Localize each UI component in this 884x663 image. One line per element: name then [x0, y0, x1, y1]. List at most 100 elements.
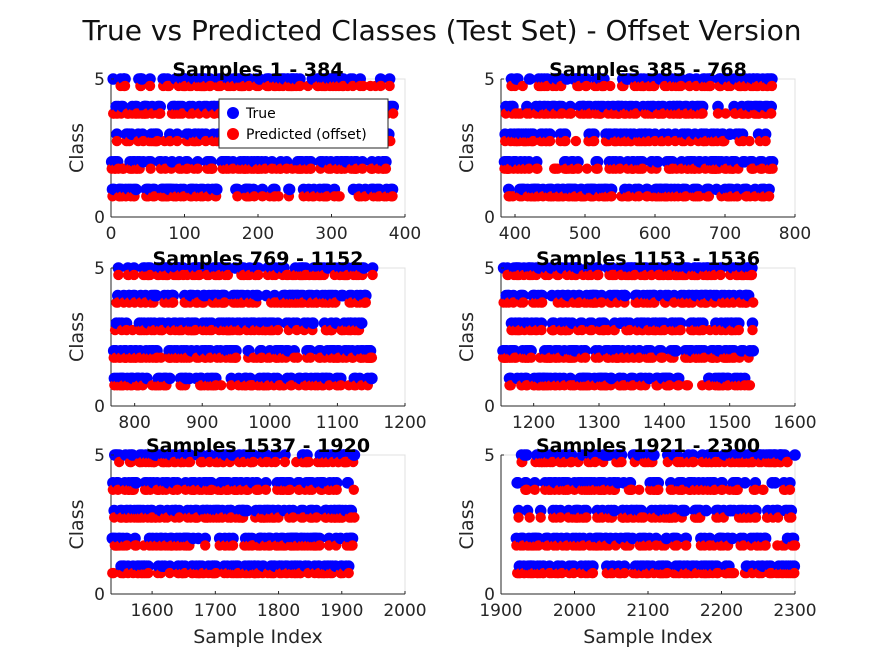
- panel-title: Samples 1 - 384: [172, 59, 343, 81]
- x-tick-label: 1600: [130, 601, 173, 621]
- true-point: [130, 477, 143, 489]
- predicted-point: [360, 297, 371, 308]
- predicted-point: [589, 456, 601, 468]
- x-tick-label: 1200: [512, 413, 555, 433]
- predicted-point: [292, 352, 303, 363]
- predicted-point: [205, 80, 216, 92]
- predicted-point: [270, 456, 281, 468]
- predicted-point: [624, 324, 635, 336]
- predicted-point: [388, 108, 399, 119]
- predicted-point: [190, 324, 201, 336]
- predicted-point: [766, 108, 777, 119]
- predicted-point: [772, 512, 784, 523]
- true-point: [358, 262, 370, 274]
- predicted-point: [697, 108, 708, 119]
- predicted-point: [273, 191, 284, 202]
- predicted-point: [748, 297, 759, 308]
- predicted-point: [637, 163, 648, 174]
- predicted-point: [525, 352, 537, 363]
- predicted-point: [732, 484, 743, 495]
- predicted-point: [513, 512, 524, 523]
- y-tick-label: 5: [484, 259, 495, 279]
- predicted-point: [143, 567, 154, 579]
- predicted-point: [786, 512, 797, 523]
- x-tick-label: 200: [242, 224, 274, 244]
- predicted-point: [232, 191, 243, 202]
- predicted-point: [570, 135, 582, 147]
- true-point: [670, 345, 682, 357]
- predicted-point: [367, 269, 378, 281]
- predicted-point: [586, 324, 597, 336]
- predicted-point: [532, 163, 543, 174]
- predicted-point: [163, 80, 175, 92]
- predicted-point: [222, 269, 234, 281]
- predicted-point: [200, 540, 211, 551]
- predicted-point: [357, 163, 368, 174]
- panel-title: Samples 1153 - 1536: [536, 248, 760, 270]
- predicted-point: [580, 352, 591, 363]
- predicted-point: [294, 80, 306, 92]
- predicted-point: [291, 324, 303, 336]
- predicted-point: [324, 380, 335, 391]
- x-tick-label: 1800: [257, 601, 300, 621]
- predicted-point: [287, 512, 299, 523]
- legend-box: [218, 98, 389, 149]
- predicted-point: [634, 352, 645, 363]
- predicted-point: [653, 484, 664, 495]
- data-points: [497, 262, 759, 391]
- predicted-point: [560, 135, 571, 147]
- predicted-point: [131, 540, 142, 551]
- predicted-point: [733, 324, 744, 336]
- predicted-point: [544, 135, 556, 147]
- x-tick-label: 2000: [553, 601, 596, 621]
- predicted-point: [348, 484, 359, 495]
- data-points: [107, 262, 379, 391]
- x-axis-label: Sample Index: [583, 626, 713, 648]
- predicted-point: [155, 352, 167, 363]
- predicted-point: [592, 163, 603, 174]
- y-tick-label: 5: [484, 446, 495, 466]
- predicted-point: [524, 512, 535, 523]
- predicted-point: [279, 456, 291, 468]
- predicted-point: [387, 191, 398, 202]
- y-axis-label: Class: [66, 312, 88, 362]
- true-point: [789, 449, 801, 461]
- predicted-point: [334, 191, 345, 202]
- predicted-point: [303, 456, 315, 468]
- predicted-point: [659, 324, 670, 336]
- predicted-point: [596, 297, 607, 308]
- panel-title: Samples 1537 - 1920: [146, 435, 370, 457]
- x-tick-label: 300: [315, 224, 347, 244]
- x-tick-label: 500: [569, 224, 601, 244]
- predicted-point: [305, 163, 317, 174]
- predicted-point: [712, 567, 723, 579]
- true-point: [652, 156, 664, 168]
- y-axis-label: Class: [66, 500, 88, 550]
- predicted-point: [347, 540, 358, 551]
- predicted-point: [606, 191, 617, 202]
- x-tick-label: 1000: [248, 413, 291, 433]
- predicted-point: [581, 80, 592, 92]
- y-tick-label: 5: [484, 70, 495, 90]
- true-point: [520, 449, 533, 461]
- predicted-point: [556, 567, 568, 579]
- x-tick-label: 400: [499, 224, 531, 244]
- y-axis-label: Class: [66, 123, 88, 173]
- legend-true-marker: [227, 107, 239, 119]
- x-tick-label: 800: [118, 413, 150, 433]
- predicted-point: [257, 191, 268, 202]
- x-tick-label: 100: [168, 224, 200, 244]
- x-tick-label: 900: [186, 413, 218, 433]
- predicted-point: [216, 380, 227, 391]
- predicted-point: [572, 163, 584, 174]
- predicted-point: [517, 80, 528, 92]
- predicted-point: [349, 512, 360, 523]
- predicted-point: [626, 484, 637, 495]
- true-point: [150, 289, 163, 302]
- true-point: [366, 372, 378, 385]
- predicted-point: [784, 484, 796, 495]
- predicted-point: [149, 191, 160, 202]
- y-axis-label: Class: [456, 312, 478, 362]
